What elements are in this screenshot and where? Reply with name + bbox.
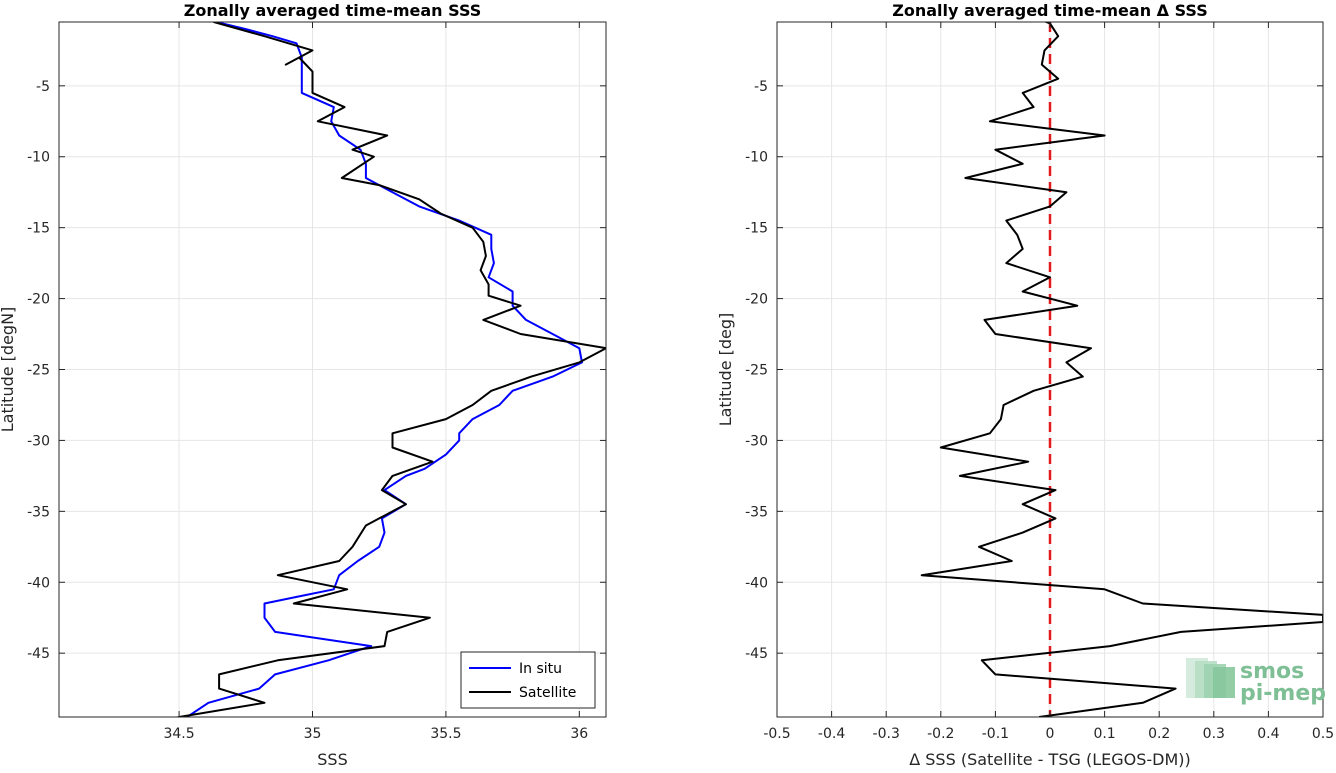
series-line-satellite — [175, 22, 606, 717]
x-tick-label: -0.4 — [818, 726, 845, 742]
y-axis-label: Latitude [degN] — [0, 307, 17, 433]
y-tick-label: -30 — [27, 433, 50, 449]
x-tick-label: -0.5 — [763, 726, 790, 742]
x-axis-label: Δ SSS (Satellite - TSG (LEGOS-DM)) — [909, 750, 1191, 769]
y-tick-label: -25 — [27, 363, 50, 379]
logo-graphic-bar — [1213, 667, 1235, 698]
y-tick-label: -35 — [745, 504, 768, 520]
left-panel: 34.5 35 35.5 36 -5 -10 -15 -20 -25 -30 -35 -40 -45 Zo… — [0, 1, 607, 769]
series-group — [175, 22, 606, 717]
x-tick-label: -0.3 — [873, 726, 900, 742]
x-tick-label: 36 — [570, 726, 588, 742]
y-tick-label: -35 — [27, 504, 50, 520]
y-tick-label: -15 — [27, 221, 50, 237]
y-tick-label: -20 — [745, 292, 768, 308]
x-tick-label: 34.5 — [163, 726, 194, 742]
x-tick-label: -0.2 — [927, 726, 954, 742]
y-tick-label: -40 — [745, 575, 768, 591]
x-axis-label: SSS — [317, 750, 347, 769]
legend-entry: In situ — [519, 661, 562, 677]
x-tick-label: 0.2 — [1148, 726, 1170, 742]
x-tick-label: 0 — [1046, 726, 1055, 742]
y-tick-label: -20 — [27, 292, 50, 308]
legend-box — [460, 651, 596, 709]
logo-text-line1: smos — [1240, 659, 1304, 684]
x-tick-label: 35.5 — [430, 726, 461, 742]
x-tick-label: 0.3 — [1203, 726, 1225, 742]
chart-title: Zonally averaged time-mean Δ SSS — [892, 1, 1208, 20]
x-tick-label: 35 — [304, 726, 322, 742]
y-tick-label: -45 — [27, 646, 50, 662]
chart-title: Zonally averaged time-mean SSS — [184, 1, 482, 20]
x-tick-label: 0.5 — [1312, 726, 1334, 742]
y-tick-label: -5 — [754, 79, 768, 95]
x-tick-label: 0.1 — [1093, 726, 1115, 742]
legend: In situ Satellite — [460, 651, 596, 709]
y-tick-label: -30 — [745, 433, 768, 449]
y-tick-label: -45 — [745, 646, 768, 662]
y-tick-label: -15 — [745, 221, 768, 237]
right-panel: -0.5 -0.4 -0.3 -0.2 -0.1 0 0.1 0.2 0.3 0.4 0.5 -5 -1… — [716, 1, 1334, 769]
y-tick-label: -10 — [27, 150, 50, 166]
y-tick-label: -40 — [27, 575, 50, 591]
series-line-delta-sss — [920, 22, 1323, 717]
logo-text-line2: pi-mep — [1240, 681, 1326, 706]
y-tick-label: -5 — [36, 79, 50, 95]
legend-entry: Satellite — [519, 685, 576, 701]
y-axis-label: Latitude [deg] — [716, 313, 735, 427]
x-tick-label: -0.1 — [982, 726, 1009, 742]
series-group — [920, 22, 1323, 717]
y-tick-label: -10 — [745, 150, 768, 166]
x-tick-label: 0.4 — [1257, 726, 1279, 742]
series-line-in-situ — [186, 22, 583, 717]
y-tick-label: -25 — [745, 363, 768, 379]
